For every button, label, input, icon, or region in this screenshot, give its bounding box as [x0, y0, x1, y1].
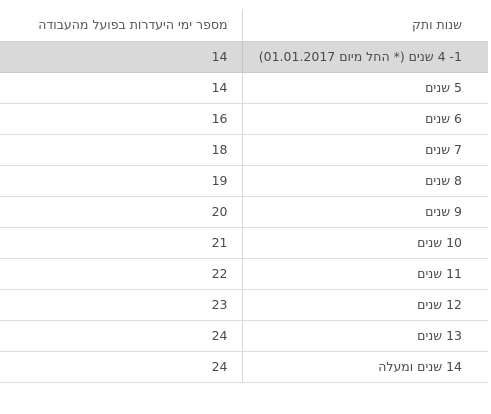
header-days: מספר ימי היעדרות בפועל מהעבודה — [0, 9, 243, 42]
tenure-cell: 1- 4 שנים (* החל מיום 01.01.2017) — [242, 41, 488, 73]
tenure-label: 12 שנים — [417, 297, 462, 312]
table-row: 21 10 שנים — [0, 227, 488, 259]
tenure-label: 13 שנים — [417, 328, 462, 343]
table-row: 18 7 שנים — [0, 134, 488, 166]
header-tenure: שנות ותק — [242, 9, 488, 42]
table-row: 22 11 שנים — [0, 258, 488, 290]
days-cell: 22 — [0, 258, 243, 290]
days-cell: 14 — [0, 72, 243, 104]
days-cell: 14 — [0, 41, 243, 73]
tenure-cell: 9 שנים — [242, 196, 488, 228]
table-row: 23 12 שנים — [0, 289, 488, 321]
table-row: 14 5 שנים — [0, 72, 488, 104]
tenure-label: 6 שנים — [425, 111, 462, 126]
days-cell: 18 — [0, 134, 243, 166]
tenure-cell: 8 שנים — [242, 165, 488, 197]
tenure-label: 8 שנים — [425, 173, 462, 188]
table-header: מספר ימי היעדרות בפועל מהעבודה שנות ותק — [0, 9, 488, 42]
table-row: 24 13 שנים — [0, 320, 488, 352]
tenure-label: 5 שנים — [425, 80, 462, 95]
tenure-cell: 7 שנים — [242, 134, 488, 166]
tenure-cell: 10 שנים — [242, 227, 488, 259]
tenure-label: 10 שנים — [417, 235, 462, 250]
table-row: 16 6 שנים — [0, 103, 488, 135]
tenure-cell: 13 שנים — [242, 320, 488, 352]
table-row: 14 1- 4 שנים (* החל מיום 01.01.2017) — [0, 41, 488, 73]
days-cell: 24 — [0, 320, 243, 352]
days-cell: 19 — [0, 165, 243, 197]
days-cell: 21 — [0, 227, 243, 259]
header-row: מספר ימי היעדרות בפועל מהעבודה שנות ותק — [0, 9, 488, 42]
table-row: 20 9 שנים — [0, 196, 488, 228]
days-cell: 23 — [0, 289, 243, 321]
tenure-label: 1- 4 שנים (* החל מיום 01.01.2017) — [258, 49, 462, 64]
tenure-cell: 12 שנים — [242, 289, 488, 321]
tenure-label: 7 שנים — [425, 142, 462, 157]
table-row: 19 8 שנים — [0, 165, 488, 197]
days-cell: 24 — [0, 351, 243, 383]
tenure-label: 9 שנים — [425, 204, 462, 219]
tenure-label: 11 שנים — [417, 266, 462, 281]
table-row: 24 14 שנים ומעלה — [0, 351, 488, 383]
tenure-label: 14 שנים ומעלה — [378, 359, 462, 374]
table-body: 14 1- 4 שנים (* החל מיום 01.01.2017) 14 … — [0, 41, 488, 383]
days-cell: 16 — [0, 103, 243, 135]
tenure-cell: 5 שנים — [242, 72, 488, 104]
days-cell: 20 — [0, 196, 243, 228]
vacation-days-table: מספר ימי היעדרות בפועל מהעבודה שנות ותק … — [0, 9, 488, 383]
tenure-cell: 14 שנים ומעלה — [242, 351, 488, 383]
tenure-cell: 6 שנים — [242, 103, 488, 135]
tenure-cell: 11 שנים — [242, 258, 488, 290]
